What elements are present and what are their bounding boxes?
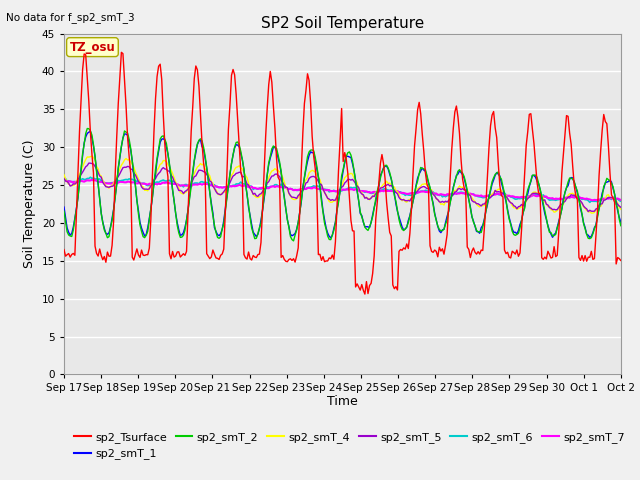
sp2_smT_6	[589, 198, 596, 204]
sp2_smT_5	[246, 185, 254, 191]
sp2_smT_4	[88, 153, 96, 159]
sp2_smT_2	[617, 223, 625, 228]
sp2_smT_5	[85, 160, 93, 166]
sp2_smT_6	[586, 200, 594, 205]
sp2_Tsurface	[246, 256, 254, 262]
Line: sp2_smT_6: sp2_smT_6	[64, 177, 621, 203]
sp2_smT_1	[327, 235, 335, 240]
sp2_smT_6	[617, 198, 625, 204]
sp2_smT_4	[60, 172, 68, 178]
sp2_Tsurface	[130, 257, 138, 263]
sp2_smT_2	[130, 169, 138, 175]
Text: TZ_osu: TZ_osu	[70, 41, 115, 54]
sp2_smT_4	[246, 185, 254, 191]
sp2_Tsurface	[60, 247, 68, 252]
sp2_smT_5	[617, 204, 625, 210]
sp2_smT_7	[588, 197, 595, 203]
sp2_smT_2	[228, 161, 236, 167]
sp2_smT_6	[246, 183, 254, 189]
Line: sp2_smT_1: sp2_smT_1	[64, 132, 621, 238]
sp2_smT_1	[86, 129, 94, 134]
sp2_smT_4	[305, 170, 313, 176]
sp2_Tsurface	[255, 251, 263, 257]
sp2_smT_4	[130, 164, 138, 170]
sp2_smT_6	[130, 177, 138, 183]
sp2_smT_7	[88, 177, 96, 183]
sp2_smT_7	[246, 184, 254, 190]
sp2_smT_1	[255, 226, 263, 231]
sp2_smT_1	[60, 204, 68, 210]
sp2_Tsurface	[589, 256, 596, 262]
sp2_smT_2	[246, 215, 254, 220]
Title: SP2 Soil Temperature: SP2 Soil Temperature	[260, 16, 424, 31]
sp2_smT_4	[589, 210, 596, 216]
Legend: sp2_Tsurface, sp2_smT_1, sp2_smT_2, sp2_smT_4, sp2_smT_5, sp2_smT_6, sp2_smT_7: sp2_Tsurface, sp2_smT_1, sp2_smT_2, sp2_…	[70, 428, 629, 464]
sp2_smT_6	[86, 174, 94, 180]
X-axis label: Time: Time	[327, 395, 358, 408]
Line: sp2_smT_5: sp2_smT_5	[64, 163, 621, 212]
sp2_smT_2	[589, 231, 596, 237]
Y-axis label: Soil Temperature (C): Soil Temperature (C)	[23, 140, 36, 268]
sp2_smT_6	[255, 185, 263, 191]
sp2_smT_5	[255, 192, 263, 197]
sp2_Tsurface	[118, 49, 125, 55]
sp2_smT_2	[255, 225, 263, 230]
Text: No data for f_sp2_smT_3: No data for f_sp2_smT_3	[6, 12, 135, 23]
sp2_smT_5	[305, 176, 313, 181]
sp2_smT_7	[60, 177, 68, 183]
sp2_smT_6	[228, 183, 236, 189]
sp2_smT_5	[589, 208, 596, 214]
sp2_smT_1	[589, 230, 596, 236]
sp2_smT_2	[307, 147, 314, 153]
sp2_smT_1	[246, 213, 254, 218]
sp2_smT_4	[617, 206, 625, 212]
sp2_Tsurface	[228, 72, 236, 78]
sp2_smT_2	[83, 126, 91, 132]
sp2_smT_6	[305, 185, 313, 191]
sp2_smT_7	[589, 197, 596, 203]
sp2_smT_2	[290, 238, 298, 244]
sp2_smT_7	[617, 197, 625, 203]
sp2_smT_4	[588, 210, 595, 216]
sp2_smT_1	[617, 219, 625, 225]
sp2_smT_5	[60, 176, 68, 181]
sp2_smT_5	[228, 176, 236, 182]
sp2_smT_5	[584, 209, 592, 215]
sp2_smT_4	[255, 194, 263, 200]
sp2_Tsurface	[361, 291, 369, 297]
sp2_smT_7	[305, 185, 313, 191]
sp2_smT_5	[130, 170, 138, 176]
sp2_Tsurface	[305, 77, 313, 83]
sp2_smT_4	[228, 172, 236, 178]
Line: sp2_Tsurface: sp2_Tsurface	[64, 52, 621, 294]
sp2_smT_7	[228, 183, 236, 189]
Line: sp2_smT_2: sp2_smT_2	[64, 129, 621, 241]
sp2_smT_2	[60, 208, 68, 214]
Line: sp2_smT_4: sp2_smT_4	[64, 156, 621, 213]
sp2_smT_7	[255, 186, 263, 192]
Line: sp2_smT_7: sp2_smT_7	[64, 180, 621, 200]
sp2_smT_1	[130, 172, 138, 178]
sp2_smT_6	[60, 176, 68, 181]
sp2_Tsurface	[617, 258, 625, 264]
sp2_smT_1	[305, 153, 313, 158]
sp2_smT_7	[130, 180, 138, 185]
sp2_smT_1	[228, 161, 236, 167]
